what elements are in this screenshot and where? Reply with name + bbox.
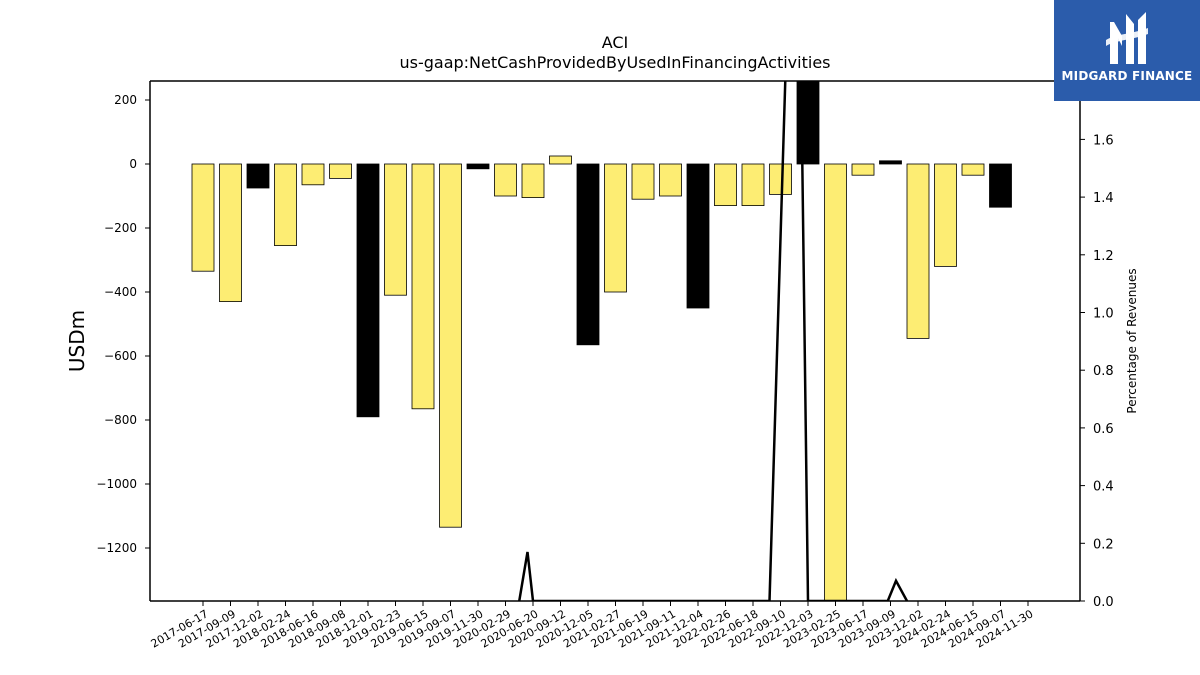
y2-tick-label: 1.6 [1093,133,1114,148]
bar-2019-06-15 [411,163,435,410]
chart-title: ACI [602,33,629,52]
bar-2022-12-03 [796,81,820,165]
bar-2022-09-10 [769,163,792,195]
bar-2021-06-19 [631,163,655,200]
bar-2019-02-23 [384,163,407,296]
bar-2023-02-25 [824,163,847,601]
bar-2023-12-02 [906,163,930,339]
chart-subtitle: us-gaap:NetCashProvidedByUsedInFinancing… [399,53,830,72]
bar-2018-06-16 [301,163,325,186]
brand-name: MIDGARD FINANCE [1061,69,1193,83]
bar-2023-09-09 [879,160,902,165]
y2-tick-label: 1.4 [1093,191,1114,206]
bar-2023-06-17 [851,163,875,176]
bar-2018-09-08 [329,163,352,179]
brand-logo: MIDGARD FINANCE [1054,0,1200,101]
bar-2021-09-11 [659,163,682,197]
bar-2017-06-17 [191,163,215,272]
bar-2020-12-05 [576,163,600,346]
y-tick-label: 0 [129,157,137,171]
y-tick-label: 200 [114,93,137,107]
y-tick-label: −1000 [96,477,137,491]
y2-tick-label: 0.0 [1093,595,1114,610]
bar-2018-02-24 [274,163,297,246]
bar-2022-02-26 [714,163,737,206]
y-tick-label: −600 [104,349,137,363]
y2-tick-label: 0.2 [1093,537,1114,552]
y2-tick-label: 1.0 [1093,307,1114,322]
bar-2021-12-04 [686,163,710,309]
bar-2020-02-29 [494,163,517,197]
bar-2021-02-27 [604,163,627,293]
bar-2018-12-01 [356,163,380,418]
bar-2019-11-30 [466,163,490,170]
bar-2020-09-12 [549,155,572,165]
y2-tick-label: 0.8 [1093,364,1114,379]
bar-2024-02-24 [934,163,957,267]
bar-2017-12-02 [246,163,270,189]
y-tick-label: −400 [104,285,137,299]
bar-2019-09-07 [439,163,462,528]
bar-series [191,81,1012,601]
y2-tick-label: 0.6 [1093,422,1114,437]
y-tick-label: −800 [104,413,137,427]
bar-2022-06-18 [741,163,765,206]
y-tick-label: −200 [104,221,137,235]
line-percentage-of-revenues [518,81,909,601]
y-axis-label: USDm [65,310,89,372]
y2-tick-label: 1.2 [1093,249,1114,264]
bar-2017-09-09 [219,163,242,303]
line-series [518,81,909,601]
midgard-logo-icon [1106,12,1148,64]
bar-2024-09-07 [989,163,1012,208]
y-tick-label: −1200 [96,541,137,555]
bar-2024-06-15 [961,163,985,176]
y2-tick-label: 0.4 [1093,480,1114,495]
y2-axis-label: Percentage of Revenues [1125,268,1139,413]
bar-2020-06-20 [521,163,545,198]
